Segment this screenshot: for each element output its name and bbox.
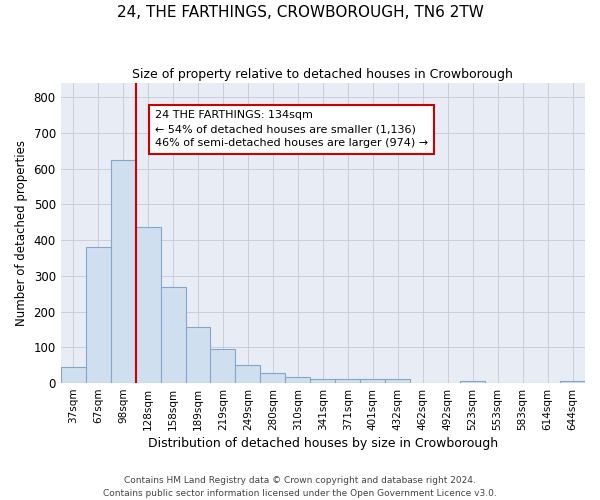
Bar — [260, 372, 286, 383]
Text: Contains HM Land Registry data © Crown copyright and database right 2024.
Contai: Contains HM Land Registry data © Crown c… — [103, 476, 497, 498]
Bar — [360, 379, 385, 383]
Bar — [335, 379, 360, 383]
Bar — [61, 366, 86, 383]
X-axis label: Distribution of detached houses by size in Crowborough: Distribution of detached houses by size … — [148, 437, 498, 450]
Bar — [460, 380, 485, 383]
Title: Size of property relative to detached houses in Crowborough: Size of property relative to detached ho… — [133, 68, 513, 80]
Text: 24 THE FARTHINGS: 134sqm
← 54% of detached houses are smaller (1,136)
46% of sem: 24 THE FARTHINGS: 134sqm ← 54% of detach… — [155, 110, 428, 148]
Text: 24, THE FARTHINGS, CROWBOROUGH, TN6 2TW: 24, THE FARTHINGS, CROWBOROUGH, TN6 2TW — [116, 5, 484, 20]
Bar — [310, 379, 335, 383]
Bar — [86, 247, 110, 383]
Bar — [185, 327, 211, 383]
Bar — [136, 226, 161, 383]
Bar — [286, 378, 310, 383]
Bar — [161, 288, 185, 383]
Bar — [560, 380, 585, 383]
Bar — [211, 349, 235, 383]
Bar — [110, 160, 136, 383]
Bar — [385, 380, 410, 383]
Bar — [235, 365, 260, 383]
Y-axis label: Number of detached properties: Number of detached properties — [15, 140, 28, 326]
